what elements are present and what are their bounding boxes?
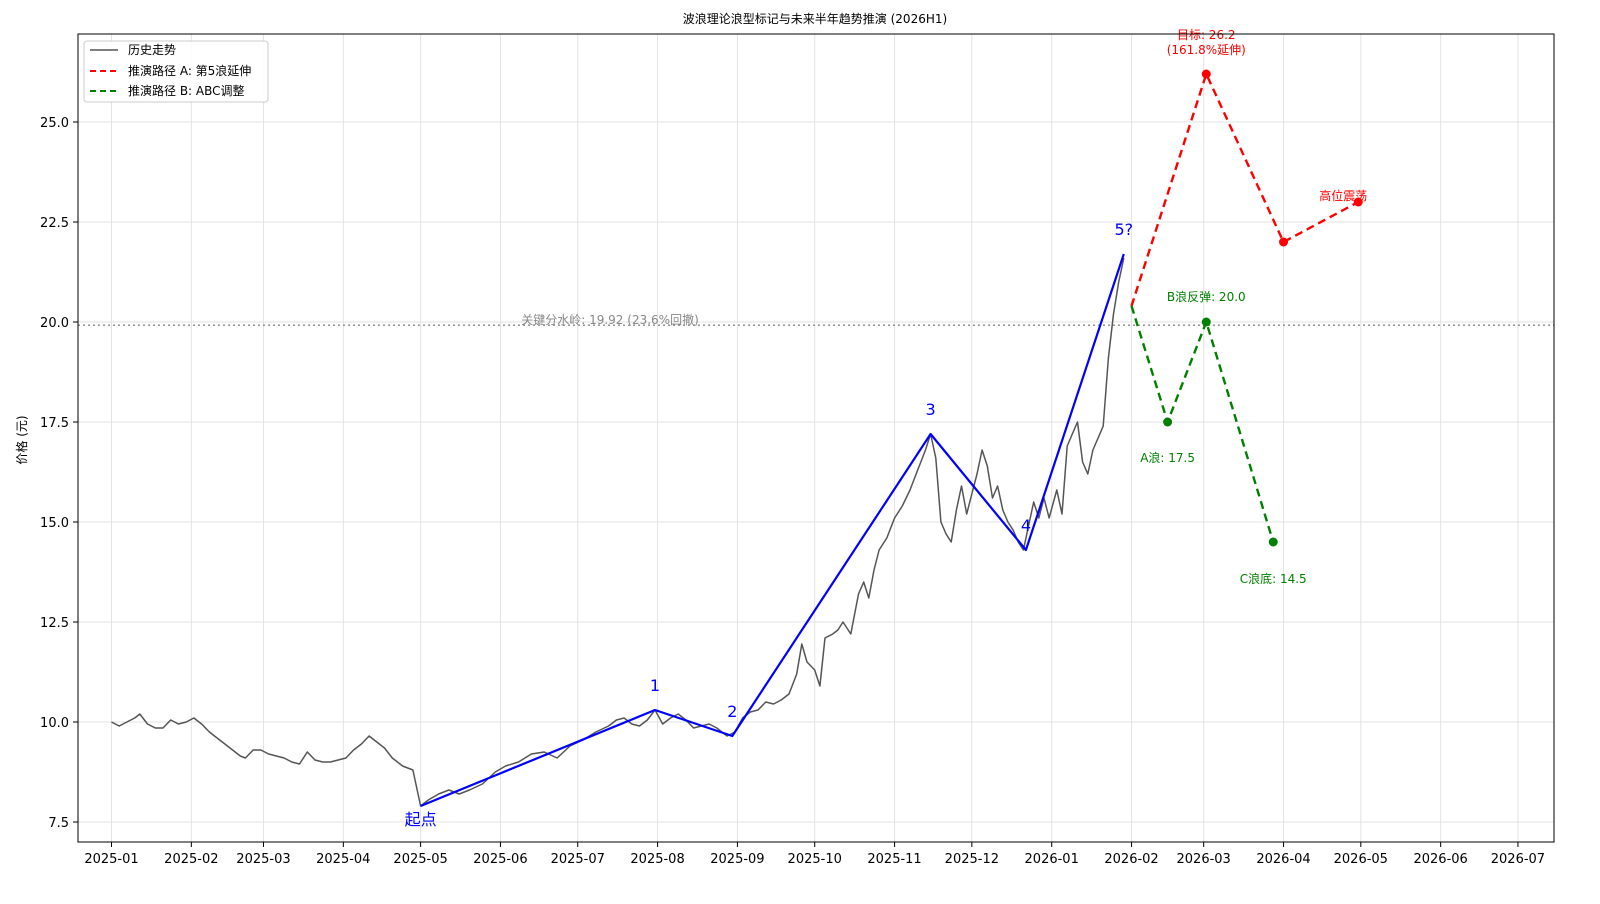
legend: 历史走势 推演路径 A: 第5浪延伸 推演路径 B: ABC调整 bbox=[83, 40, 269, 103]
legend-label-path-b: 推演路径 B: ABC调整 bbox=[128, 83, 245, 98]
forecast-annotation: 目标: 26.2 bbox=[1177, 28, 1236, 42]
series-marker-3 bbox=[1201, 317, 1211, 327]
y-axis-label: 价格 (元) bbox=[14, 415, 29, 464]
x-tick-label: 2026-02 bbox=[1104, 852, 1158, 867]
series-marker-3 bbox=[1163, 417, 1173, 427]
legend-box bbox=[83, 40, 269, 103]
legend-label-path-a: 推演路径 A: 第5浪延伸 bbox=[128, 63, 251, 78]
series-line-3 bbox=[1130, 305, 1275, 543]
series-line-1 bbox=[420, 253, 1125, 808]
x-tick-label: 2025-02 bbox=[164, 852, 218, 867]
x-tick-label: 2026-06 bbox=[1413, 852, 1467, 867]
x-tick-label: 2025-12 bbox=[945, 852, 999, 867]
x-tick-label: 2025-07 bbox=[551, 852, 605, 867]
wave-label: 1 bbox=[650, 676, 660, 695]
y-tick-label: 10.0 bbox=[40, 716, 69, 731]
y-tick-label: 15.0 bbox=[40, 516, 69, 531]
y-tick-label: 7.5 bbox=[48, 816, 69, 831]
y-tick-label: 25.0 bbox=[40, 116, 69, 131]
series-marker-2 bbox=[1201, 69, 1211, 79]
x-tick-label: 2025-04 bbox=[316, 852, 370, 867]
chart-title: 波浪理论浪型标记与未来半年趋势推演 (2026H1) bbox=[683, 11, 947, 26]
series-line-2 bbox=[1130, 72, 1359, 307]
grid-layer bbox=[78, 34, 1554, 842]
y-tick-label: 20.0 bbox=[40, 316, 69, 331]
x-tick-label: 2025-01 bbox=[84, 852, 138, 867]
wave-label: 起点 bbox=[405, 810, 437, 829]
y-tick-label: 22.5 bbox=[40, 216, 69, 231]
plot-frame bbox=[77, 33, 1555, 843]
x-tick-label: 2025-11 bbox=[867, 852, 921, 867]
forecast-annotation: A浪: 17.5 bbox=[1140, 450, 1195, 465]
forecast-annotation: C浪底: 14.5 bbox=[1240, 571, 1307, 586]
forecast-annotation: B浪反弹: 20.0 bbox=[1167, 289, 1246, 304]
forecast-annotation: (161.8%延伸) bbox=[1167, 43, 1246, 57]
key-level-label: 关键分水岭: 19.92 (23.6%回撤) bbox=[521, 312, 699, 327]
x-tick-label: 2025-05 bbox=[393, 852, 447, 867]
wave-label: 5? bbox=[1114, 220, 1133, 239]
wave-label: 4 bbox=[1021, 516, 1031, 535]
x-tick-label: 2025-06 bbox=[473, 852, 527, 867]
x-tick-label: 2026-07 bbox=[1491, 852, 1545, 867]
tick-layer: 2025-01 2025-02 2025-03 2025-04 2025-05 2025-… bbox=[40, 116, 1545, 867]
series-marker-3 bbox=[1268, 537, 1278, 547]
x-tick-label: 2025-09 bbox=[710, 852, 764, 867]
wave-label: 2 bbox=[727, 702, 737, 721]
x-tick-label: 2026-03 bbox=[1177, 852, 1231, 867]
series-layer bbox=[111, 69, 1363, 808]
y-tick-label: 17.5 bbox=[40, 416, 69, 431]
x-tick-label: 2025-10 bbox=[788, 852, 842, 867]
series-marker-2 bbox=[1279, 237, 1289, 247]
x-tick-label: 2026-05 bbox=[1334, 852, 1388, 867]
x-tick-label: 2026-01 bbox=[1025, 852, 1079, 867]
series-line-0 bbox=[111, 257, 1125, 807]
forecast-annotation: 高位震荡 bbox=[1319, 188, 1367, 203]
annotation-layer: 起点 1 2 3 4 5? 目标: 26.2(161.8%延伸) 高位震荡 A浪: 17.5 B浪… bbox=[405, 28, 1368, 829]
reference-line-layer: 关键分水岭: 19.92 (23.6%回撤) bbox=[78, 312, 1554, 327]
wave-label: 3 bbox=[926, 400, 936, 419]
x-tick-label: 2025-03 bbox=[236, 852, 290, 867]
y-tick-label: 12.5 bbox=[40, 616, 69, 631]
legend-label-history: 历史走势 bbox=[128, 43, 176, 57]
x-tick-label: 2025-08 bbox=[630, 852, 684, 867]
series-marker-2 bbox=[1353, 197, 1363, 207]
x-tick-label: 2026-04 bbox=[1256, 852, 1310, 867]
